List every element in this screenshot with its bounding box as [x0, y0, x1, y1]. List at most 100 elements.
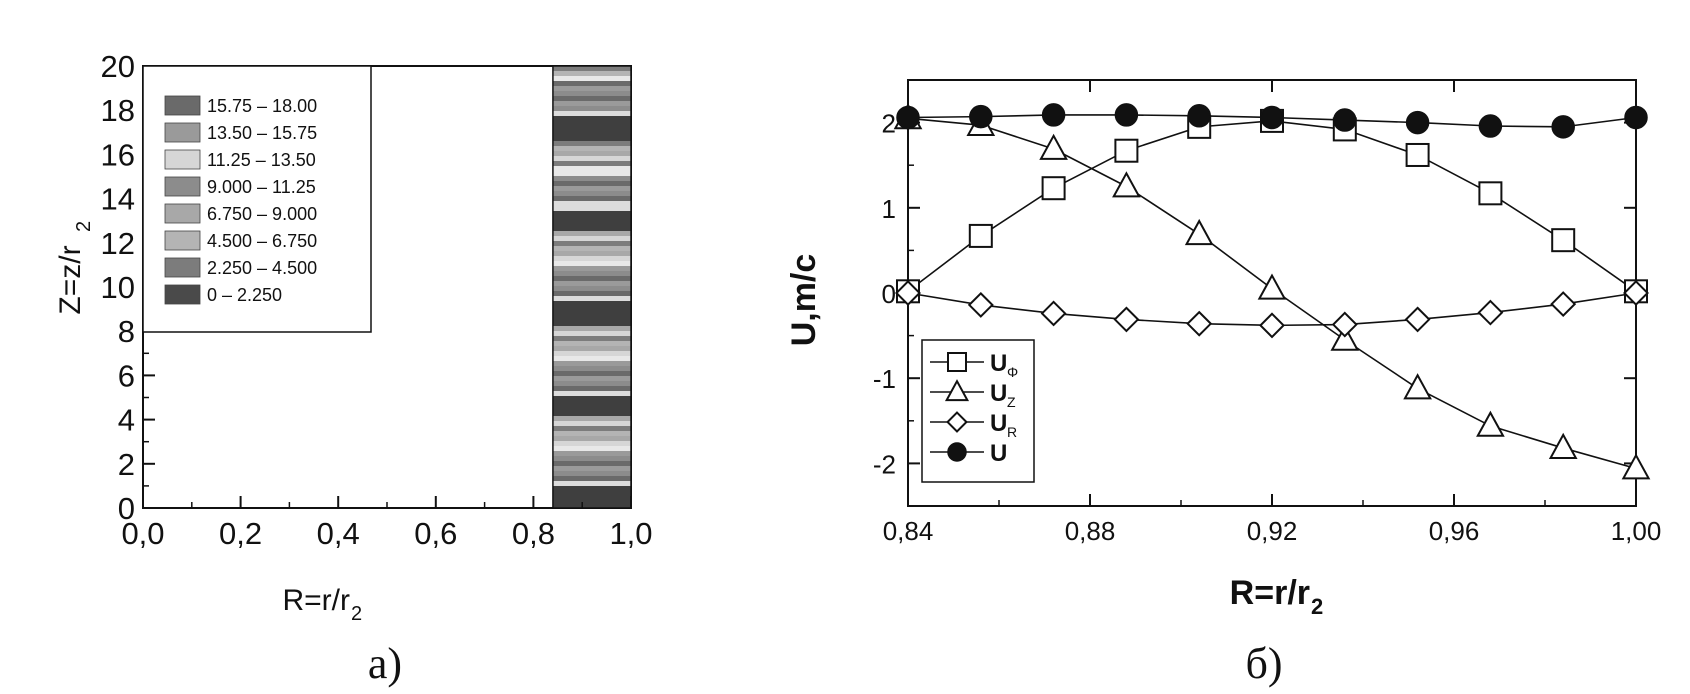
data-point-circle [1041, 103, 1066, 127]
contour-stripe [552, 151, 631, 156]
contour-stripe [552, 261, 631, 266]
contour-stripe [552, 491, 631, 496]
x-tick-label: 0,6 [414, 516, 457, 551]
panel-a-y-axis-label-subscript: 2 [73, 221, 95, 232]
contour-stripe [552, 161, 631, 166]
panel-a-x-axis-label: R=r/r [283, 584, 351, 617]
contour-stripe [552, 471, 631, 476]
contour-stripe [552, 416, 631, 421]
y-tick-label: 0 [882, 279, 896, 309]
panel-a-y-axis-label-group: Z=z/r 2 [54, 221, 95, 315]
contour-stripe [552, 71, 631, 76]
contour-stripe [552, 406, 631, 411]
data-point-diamond [1550, 291, 1577, 318]
x-tick-label: 0,96 [1429, 516, 1480, 546]
legend-label-subscript: Z [1007, 394, 1016, 410]
legend-label: U [990, 440, 1007, 467]
contour-stripe [552, 361, 631, 366]
y-tick-label: 18 [101, 93, 135, 128]
contour-stripe [552, 236, 631, 241]
contour-stripe [552, 446, 631, 451]
contour-stripe [552, 106, 631, 111]
panel-a-legend: 15.75 – 18.00 13.50 – 15.75 11.25 – 13.50 9… [164, 95, 317, 305]
contour-stripe [552, 226, 631, 231]
contour-stripe [552, 506, 631, 508]
legend-label: 15.75 – 18.00 [207, 96, 317, 116]
contour-band-outline [552, 65, 632, 509]
data-point-diamond [1623, 280, 1649, 306]
data-point-circle [1260, 105, 1284, 130]
contour-stripe [552, 206, 631, 211]
series-u-total [896, 103, 1648, 139]
data-point-circle [1551, 115, 1575, 139]
contour-stripe [552, 121, 631, 126]
contour-stripe [552, 126, 631, 131]
legend-label: 13.50 – 15.75 [207, 123, 317, 143]
data-point-diamond [1113, 306, 1140, 333]
y-tick-label: -2 [873, 449, 896, 479]
contour-stripe [552, 131, 631, 136]
contour-stripe [552, 301, 631, 306]
contour-stripe [552, 256, 631, 261]
contour-stripe [552, 346, 631, 351]
data-point-circle [1478, 114, 1503, 138]
contour-stripe [552, 181, 631, 186]
contour-stripe [552, 276, 631, 281]
panel-a-axis-ticks: 0 2 4 6 8 10 12 14 16 18 20 0,0 0,2 0,4 0,6 0,8 1,0 [101, 49, 653, 551]
contour-stripe [552, 496, 631, 501]
legend-label: 2.250 – 4.500 [207, 258, 317, 278]
data-point-diamond [1331, 311, 1358, 338]
contour-stripe [552, 166, 631, 171]
contour-stripe [552, 231, 631, 236]
legend-swatch [164, 284, 201, 305]
contour-stripe [552, 171, 631, 176]
y-tick-label: 4 [118, 403, 135, 438]
data-point-circle [969, 104, 993, 129]
legend-label: U [990, 380, 1007, 407]
data-point-square [968, 223, 993, 248]
panel-b-x-axis-label: R=r/r [1230, 574, 1310, 612]
data-point-square [1551, 228, 1576, 253]
contour-stripe [552, 176, 631, 181]
legend-swatch [164, 176, 201, 197]
data-point-triangle [1548, 432, 1578, 459]
data-point-circle [1405, 110, 1430, 135]
contour-stripe [552, 271, 631, 276]
panel-b-y-axis-label: U,m/c [785, 254, 823, 347]
contour-stripe [552, 391, 631, 396]
panel-a-y-axis-label: Z=z/r [54, 245, 87, 314]
data-point-circle [1624, 105, 1648, 130]
contour-stripe [552, 341, 631, 346]
contour-stripe [552, 366, 631, 371]
legend-label: 9.000 – 11.25 [207, 177, 316, 197]
y-tick-label: 20 [101, 49, 135, 84]
data-point-triangle [1476, 410, 1505, 437]
contour-stripe [552, 241, 631, 246]
contour-stripe [552, 376, 631, 381]
contour-stripe [552, 96, 631, 101]
panel-a-caption: а) [368, 639, 402, 688]
legend-label-subscript: Φ [1007, 364, 1018, 380]
data-point-triangle [1621, 453, 1651, 480]
panel-b-x-axis-label-subscript: 2 [1311, 594, 1323, 619]
y-tick-label: 12 [101, 226, 135, 261]
contour-stripe [552, 426, 631, 431]
contour-stripe [552, 306, 631, 311]
contour-stripe [552, 441, 631, 446]
data-point-diamond [895, 280, 921, 306]
contour-stripe [552, 76, 631, 81]
contour-stripe [552, 111, 631, 116]
contour-stripe [552, 91, 631, 96]
x-tick-label: 1,0 [609, 516, 652, 551]
data-point-circle [947, 442, 967, 462]
contour-stripe [552, 476, 631, 481]
contour-stripe [552, 246, 631, 251]
contour-stripe [552, 281, 631, 286]
panel-b-legend-box [921, 339, 1035, 483]
contour-stripe [552, 466, 631, 471]
panel-a-x-axis-label-subscript: 2 [351, 603, 362, 625]
panel-b-series [893, 103, 1651, 480]
legend-label-subscript: R [1007, 424, 1017, 440]
panel-a-contour-plot: 0 2 4 6 8 10 12 14 16 18 20 0,0 0,2 0,4 0,6 0,8 1,0 15.7… [54, 49, 653, 688]
